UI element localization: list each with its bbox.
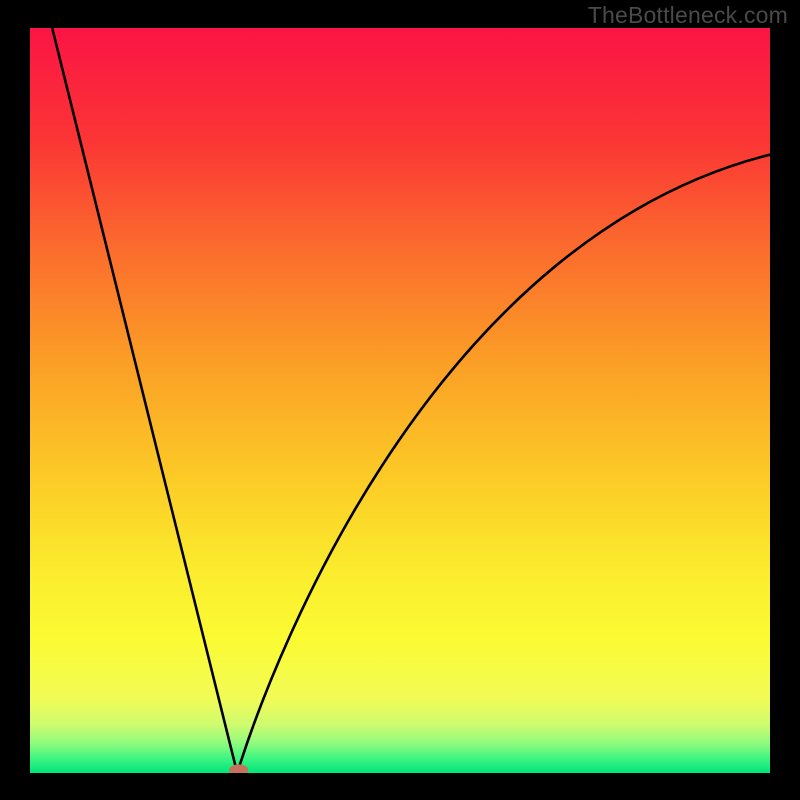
plot-frame	[30, 28, 770, 773]
chart-root: TheBottleneck.com	[0, 0, 800, 800]
watermark-text: TheBottleneck.com	[588, 2, 788, 29]
gradient-background	[30, 28, 770, 773]
